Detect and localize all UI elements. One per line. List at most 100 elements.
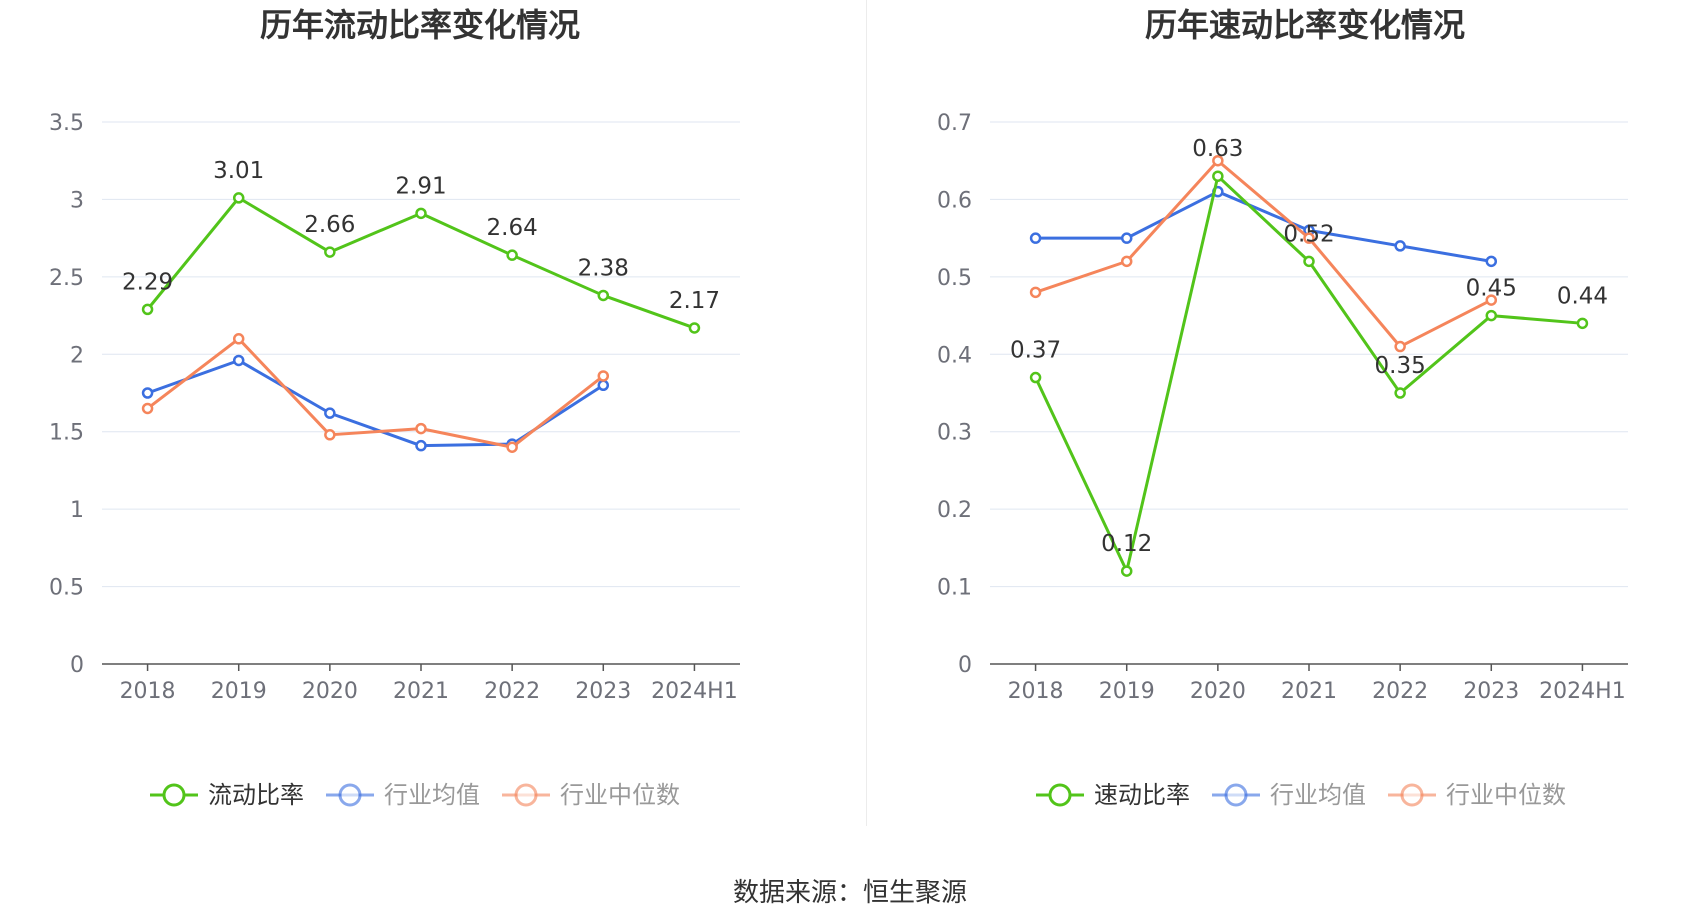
legend-marker-company <box>1048 783 1072 807</box>
chart-panel-2: 历年速动比率变化情况 0 0.1 0.2 0.3 0.4 0.5 0.6 0.7 2018 2019… <box>937 6 1628 809</box>
data-point-industry-avg <box>232 354 245 367</box>
x-tick-label: 2019 <box>211 679 267 704</box>
data-point-company <box>506 249 518 261</box>
data-source-note: 数据来源：恒生聚源 <box>732 878 967 908</box>
data-point-company <box>141 303 154 316</box>
data-label: 0.35 <box>1375 353 1426 379</box>
data-point-company <box>415 207 427 220</box>
panel-divider <box>866 0 867 826</box>
legend-marker-industry-avg <box>1224 783 1248 807</box>
legend-marker-industry-median <box>1400 783 1424 807</box>
legend-label-industry-median: 行业中位数 <box>560 781 680 809</box>
data-point-company <box>232 192 245 204</box>
data-point-industry-avg <box>1394 240 1406 252</box>
legend-label-industry-avg: 行业均值 <box>1270 781 1366 809</box>
data-label: 2.29 <box>122 269 173 295</box>
data-point-industry-median <box>597 370 610 382</box>
data-label: 0.12 <box>1101 531 1152 557</box>
data-point-company <box>1394 387 1406 399</box>
y-tick-label: 0.5 <box>49 576 84 601</box>
data-label: 0.45 <box>1466 276 1517 302</box>
data-point-industry-median <box>1394 340 1406 353</box>
x-tick-label: 2020 <box>302 679 358 704</box>
data-point-industry-avg <box>141 387 154 399</box>
data-label: 3.01 <box>213 158 264 184</box>
y-tick-label: 0 <box>70 653 84 678</box>
chart-title: 历年流动比率变化情况 <box>260 6 580 44</box>
x-tick-label: 2023 <box>575 679 631 704</box>
legend: 速动比率 行业均值 行业中位数 <box>1036 781 1566 809</box>
data-point-industry-median <box>1029 286 1042 299</box>
data-point-industry-avg <box>324 407 336 419</box>
y-tick-label: 2.5 <box>49 266 84 291</box>
data-point-industry-median <box>141 402 154 415</box>
y-tick-label: 1.5 <box>49 421 84 446</box>
x-tick-label: 2018 <box>120 679 176 704</box>
data-point-industry-avg <box>1029 232 1042 244</box>
chart-panel-1: 历年流动比率变化情况 0 0.5 1 1.5 2 2.5 3 3.5 2018 2019 2020 20… <box>49 6 740 809</box>
data-point-industry-median <box>415 422 427 435</box>
data-point-company <box>324 246 336 258</box>
legend-marker-industry-median <box>514 783 538 807</box>
data-point-company <box>1212 170 1224 182</box>
legend-label-industry-avg: 行业均值 <box>384 781 480 809</box>
legend-label-company: 速动比率 <box>1094 781 1190 809</box>
data-point-industry-avg <box>1120 232 1133 244</box>
series-line-industry-median <box>1035 159 1492 349</box>
data-label: 2.64 <box>487 215 538 241</box>
y-tick-label: 0.4 <box>937 343 972 368</box>
data-point-industry-avg <box>1485 255 1498 268</box>
x-tick-label: 2024H1 <box>651 679 738 704</box>
y-tick-label: 3.5 <box>49 111 84 136</box>
legend: 流动比率 行业均值 行业中位数 <box>150 781 680 809</box>
y-tick-label: 0.5 <box>937 266 972 291</box>
x-tick-label: 2022 <box>1372 679 1428 704</box>
legend-marker-company <box>162 783 186 807</box>
x-tick-label: 2022 <box>484 679 540 704</box>
data-point-industry-median <box>1303 232 1315 244</box>
x-tick-label: 2018 <box>1008 679 1064 704</box>
data-point-industry-median <box>324 429 336 441</box>
series-line-industry-median <box>146 337 605 449</box>
x-tick-label: 2020 <box>1190 679 1246 704</box>
data-point-company <box>1485 309 1498 322</box>
data-point-company <box>597 289 610 302</box>
y-tick-label: 0.1 <box>937 576 972 601</box>
data-label: 0.63 <box>1192 136 1243 162</box>
x-tick-label: 2021 <box>393 679 449 704</box>
x-tick-label: 2019 <box>1099 679 1155 704</box>
series-line-industry-avg <box>1035 190 1492 263</box>
y-tick-label: 1 <box>70 498 84 523</box>
data-point-industry-median <box>506 441 518 453</box>
data-point-industry-median <box>1120 255 1133 268</box>
x-tick-label: 2021 <box>1281 679 1337 704</box>
data-point-industry-median <box>232 333 245 345</box>
data-point-company <box>1120 565 1133 577</box>
y-tick-label: 0.3 <box>937 421 972 446</box>
data-point-industry-median <box>1485 294 1498 306</box>
y-tick-label: 3 <box>70 188 84 213</box>
data-point-industry-avg <box>597 379 610 392</box>
data-label: 0.37 <box>1010 338 1061 364</box>
data-point-company <box>1303 255 1315 268</box>
x-tick-label: 2024H1 <box>1539 679 1626 704</box>
data-point-industry-avg <box>415 439 427 452</box>
y-tick-label: 0 <box>958 653 972 678</box>
data-label: 0.52 <box>1283 221 1334 247</box>
data-point-company <box>1576 317 1589 330</box>
data-point-industry-median <box>1212 154 1224 167</box>
legend-marker-industry-avg <box>338 783 362 807</box>
data-label: 2.91 <box>395 173 446 199</box>
data-label: 2.66 <box>304 212 355 238</box>
data-label: 2.38 <box>578 255 629 281</box>
y-tick-label: 2 <box>70 343 84 368</box>
chart-title: 历年速动比率变化情况 <box>1145 6 1465 44</box>
data-point-company <box>688 322 701 334</box>
y-tick-label: 0.2 <box>937 498 972 523</box>
legend-label-company: 流动比率 <box>208 781 304 809</box>
data-point-company <box>1029 371 1042 384</box>
data-label: 2.17 <box>669 288 720 314</box>
data-label: 0.44 <box>1557 283 1608 309</box>
